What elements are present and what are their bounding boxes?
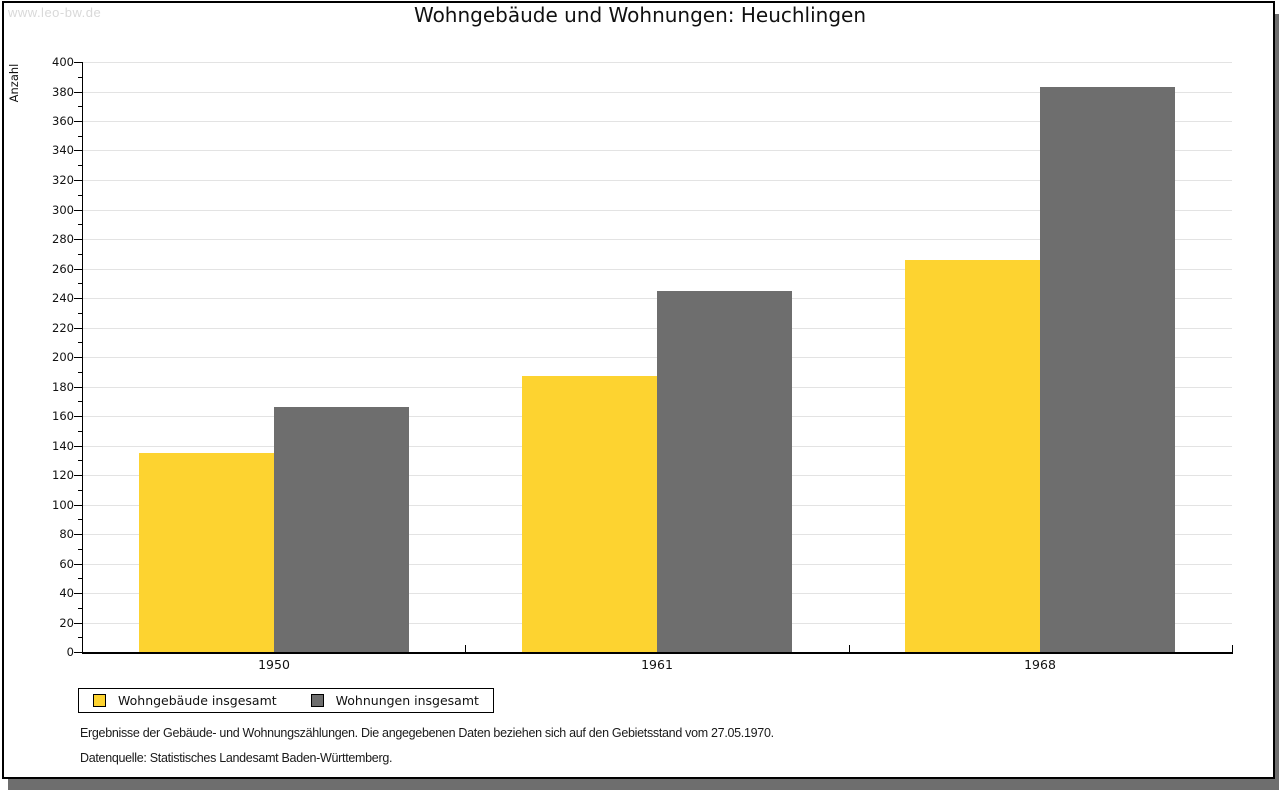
y-tick-220: [74, 328, 82, 329]
y-tick-400: [74, 62, 82, 63]
y-tick-140: [74, 446, 82, 447]
gridline-360: [83, 121, 1232, 122]
y-tick-label-200: 200: [52, 350, 74, 364]
y-tick-20: [74, 623, 82, 624]
y-tick-label-380: 380: [52, 85, 74, 99]
x-axis-line: [82, 652, 1233, 654]
y-tick-260: [74, 269, 82, 270]
y-tick-390: [78, 77, 82, 78]
y-tick-70: [78, 549, 82, 550]
x-boundary-tick-2: [849, 645, 850, 652]
y-tick-label-280: 280: [52, 232, 74, 246]
y-tick-label-260: 260: [52, 262, 74, 276]
legend: Wohngebäude insgesamt Wohnungen insgesam…: [78, 688, 494, 713]
y-tick-300: [74, 210, 82, 211]
legend-swatch-wohnungen: [310, 694, 324, 707]
y-tick-160: [74, 416, 82, 417]
y-tick-150: [78, 431, 82, 432]
y-tick-230: [78, 313, 82, 314]
gridline-300: [83, 210, 1232, 211]
y-tick-label-360: 360: [52, 114, 74, 128]
y-tick-90: [78, 519, 82, 520]
bar-1961-wohnungen: [657, 291, 792, 652]
y-tick-310: [78, 195, 82, 196]
y-tick-label-60: 60: [59, 557, 74, 571]
gridline-260: [83, 269, 1232, 270]
y-tick-label-80: 80: [59, 527, 74, 541]
y-tick-label-160: 160: [52, 409, 74, 423]
y-tick-180: [74, 387, 82, 388]
x-tick-label-1968: 1968: [1024, 657, 1056, 672]
y-tick-270: [78, 254, 82, 255]
y-tick-label-0: 0: [66, 645, 74, 659]
gridline-340: [83, 150, 1232, 151]
y-tick-370: [78, 106, 82, 107]
gridline-320: [83, 180, 1232, 181]
y-tick-250: [78, 283, 82, 284]
y-tick-320: [74, 180, 82, 181]
y-tick-240: [74, 298, 82, 299]
bar-1961-wohngebaeude: [522, 376, 657, 652]
x-tick-label-1950: 1950: [258, 657, 290, 672]
y-tick-200: [74, 357, 82, 358]
gridline-280: [83, 239, 1232, 240]
chart-title: Wohngebäude und Wohnungen: Heuchlingen: [413, 3, 867, 27]
y-tick-120: [74, 475, 82, 476]
y-tick-130: [78, 460, 82, 461]
y-tick-340: [74, 150, 82, 151]
x-tick-label-1961: 1961: [641, 657, 673, 672]
y-tick-360: [74, 121, 82, 122]
y-tick-80: [74, 534, 82, 535]
bar-1950-wohngebaeude: [139, 453, 274, 652]
footnote-data-source: Datenquelle: Statistisches Landesamt Bad…: [80, 751, 393, 765]
y-tick-10: [78, 637, 82, 638]
legend-label-wohnungen: Wohnungen insgesamt: [335, 693, 479, 708]
y-tick-label-340: 340: [52, 143, 74, 157]
x-boundary-tick-3: [1232, 645, 1233, 652]
y-tick-label-120: 120: [52, 468, 74, 482]
y-tick-350: [78, 136, 82, 137]
y-tick-330: [78, 165, 82, 166]
y-tick-label-400: 400: [52, 55, 74, 69]
footnote-census-note: Ergebnisse der Gebäude- und Wohnungszähl…: [80, 726, 774, 740]
bar-1968-wohnungen: [1040, 87, 1175, 652]
y-tick-label-320: 320: [52, 173, 74, 187]
y-tick-0: [74, 652, 82, 653]
y-tick-label-300: 300: [52, 203, 74, 217]
y-tick-290: [78, 224, 82, 225]
y-tick-60: [74, 564, 82, 565]
y-tick-40: [74, 593, 82, 594]
y-tick-280: [74, 239, 82, 240]
y-tick-190: [78, 372, 82, 373]
bar-1950-wohnungen: [274, 407, 409, 652]
y-tick-110: [78, 490, 82, 491]
x-boundary-tick-1: [465, 645, 466, 652]
gridline-400: [83, 62, 1232, 63]
y-tick-170: [78, 401, 82, 402]
gridline-380: [83, 92, 1232, 93]
y-tick-label-100: 100: [52, 498, 74, 512]
y-tick-210: [78, 342, 82, 343]
y-tick-50: [78, 578, 82, 579]
y-tick-100: [74, 505, 82, 506]
y-tick-label-240: 240: [52, 291, 74, 305]
y-tick-label-40: 40: [59, 586, 74, 600]
legend-label-wohngebaeude: Wohngebäude insgesamt: [118, 693, 277, 708]
legend-swatch-wohngebaeude: [93, 694, 106, 707]
y-tick-label-140: 140: [52, 439, 74, 453]
watermark: www.leo-bw.de: [8, 5, 102, 20]
y-tick-label-20: 20: [59, 616, 74, 630]
y-tick-380: [74, 92, 82, 93]
y-tick-30: [78, 608, 82, 609]
y-tick-label-220: 220: [52, 321, 74, 335]
bar-1968-wohngebaeude: [905, 260, 1040, 652]
y-tick-label-180: 180: [52, 380, 74, 394]
y-axis-line: [82, 62, 83, 654]
